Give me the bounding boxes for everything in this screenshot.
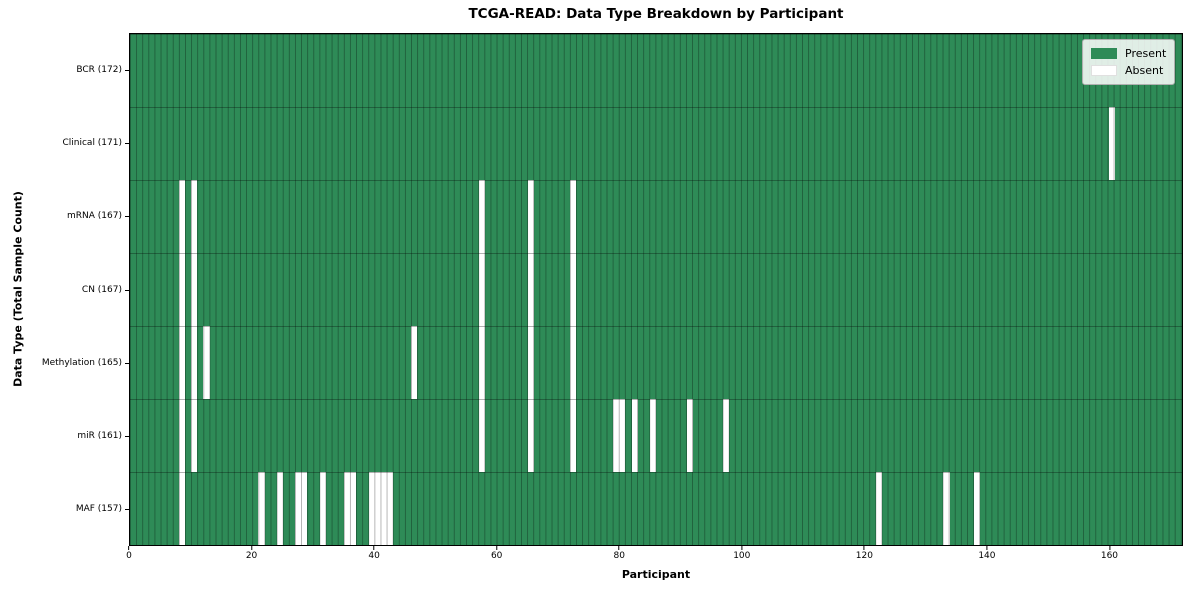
y-tick-label: Clinical (171) bbox=[62, 137, 122, 148]
y-tick-mark bbox=[125, 362, 129, 364]
absent-cell bbox=[191, 180, 198, 253]
y-tick-label: miR (161) bbox=[77, 431, 122, 442]
absent-cell bbox=[203, 326, 210, 399]
absent-cell bbox=[178, 326, 186, 399]
y-tick-mark bbox=[125, 142, 129, 144]
absent-cell bbox=[974, 472, 981, 545]
x-tick-mark bbox=[618, 546, 620, 550]
absent-cell bbox=[570, 180, 577, 253]
x-tick: 0 bbox=[126, 546, 132, 561]
absent-cell bbox=[191, 253, 198, 326]
y-tick-mark bbox=[125, 436, 129, 438]
y-tick-mark bbox=[125, 289, 129, 291]
absent-cell bbox=[178, 253, 186, 326]
absent-cell bbox=[191, 326, 198, 399]
absent-cell bbox=[374, 472, 381, 545]
absent-cell bbox=[943, 472, 950, 545]
legend-item-present: Present bbox=[1091, 45, 1166, 62]
absent-cell bbox=[527, 253, 534, 326]
x-tick: 40 bbox=[368, 546, 380, 561]
absent-cell bbox=[191, 399, 198, 472]
y-tick-label: Methylation (165) bbox=[41, 357, 122, 368]
x-tick-label: 120 bbox=[855, 551, 873, 561]
absent-cell bbox=[411, 326, 418, 399]
x-tick-labels: 0 20 40 60 80 100 120 140 160 bbox=[126, 546, 1183, 568]
x-tick-mark bbox=[496, 546, 498, 550]
absent-cell bbox=[649, 399, 656, 472]
legend-label-present: Present bbox=[1125, 47, 1167, 60]
x-tick-label: 100 bbox=[733, 551, 751, 561]
x-tick-label: 80 bbox=[613, 551, 625, 561]
x-tick-mark bbox=[863, 546, 865, 550]
y-tick-label: BCR (172) bbox=[76, 64, 122, 75]
absent-swatch bbox=[1091, 65, 1117, 76]
x-tick-label: 140 bbox=[978, 551, 996, 561]
x-tick-label: 20 bbox=[245, 551, 258, 561]
absent-cell bbox=[613, 399, 620, 472]
absent-cell bbox=[527, 326, 534, 399]
x-tick-label: 40 bbox=[368, 551, 380, 561]
absent-cell bbox=[631, 399, 638, 472]
y-tick-label: CN (167) bbox=[81, 284, 122, 295]
x-tick-label: 0 bbox=[126, 551, 132, 561]
x-tick-label: 60 bbox=[490, 551, 503, 561]
absent-cell bbox=[619, 399, 626, 472]
x-tick-mark bbox=[373, 546, 375, 550]
absent-cell bbox=[686, 399, 693, 472]
absent-cell bbox=[380, 472, 387, 545]
absent-cell bbox=[301, 472, 308, 545]
absent-cell bbox=[258, 472, 265, 545]
legend-label-absent: Absent bbox=[1125, 64, 1164, 77]
y-tick-mark bbox=[125, 69, 129, 71]
grid-overlay bbox=[130, 34, 1182, 545]
legend: Present Absent bbox=[1082, 39, 1176, 85]
chart-title: TCGA-READ: Data Type Breakdown by Partic… bbox=[468, 6, 844, 22]
absent-cell bbox=[570, 399, 577, 472]
absent-cell bbox=[478, 326, 485, 399]
absent-cell bbox=[350, 472, 357, 545]
absent-cell bbox=[723, 399, 730, 472]
plot-area bbox=[129, 33, 1183, 546]
x-tick-label: 160 bbox=[1100, 551, 1119, 561]
x-tick: 100 bbox=[733, 546, 750, 561]
x-tick-mark bbox=[251, 546, 253, 550]
absent-cell bbox=[876, 472, 883, 545]
absent-cell bbox=[319, 472, 326, 545]
absent-cell bbox=[178, 472, 186, 545]
absent-cell bbox=[1108, 107, 1115, 180]
absent-cell bbox=[178, 399, 186, 472]
x-tick-mark bbox=[128, 546, 130, 550]
absent-cell bbox=[344, 472, 351, 545]
legend-item-absent: Absent bbox=[1091, 62, 1166, 79]
absent-cell bbox=[386, 472, 393, 545]
absent-cell bbox=[527, 399, 534, 472]
absent-cell bbox=[570, 326, 577, 399]
x-tick-mark bbox=[986, 546, 988, 550]
x-axis-label: Participant bbox=[621, 568, 691, 581]
x-tick: 60 bbox=[491, 546, 502, 561]
x-tick: 140 bbox=[978, 546, 996, 561]
absent-cell bbox=[478, 399, 485, 472]
y-tick-mark bbox=[125, 216, 129, 218]
absent-cell bbox=[178, 180, 186, 253]
absent-cell bbox=[478, 180, 485, 253]
absent-cell bbox=[570, 253, 577, 326]
x-tick-mark bbox=[1108, 546, 1110, 550]
absent-cell bbox=[295, 472, 302, 545]
x-tick-mark bbox=[741, 546, 743, 550]
present-swatch bbox=[1091, 48, 1117, 59]
absent-cell bbox=[276, 472, 283, 545]
y-tick-label: mRNA (167) bbox=[67, 211, 122, 222]
x-tick: 120 bbox=[856, 546, 873, 561]
x-tick: 160 bbox=[1101, 546, 1118, 561]
absent-cell bbox=[527, 180, 534, 253]
y-tick-mark bbox=[125, 509, 129, 511]
absent-cell bbox=[368, 472, 375, 545]
x-tick: 20 bbox=[246, 546, 257, 561]
y-tick-label: MAF (157) bbox=[75, 504, 122, 515]
absent-cell bbox=[478, 253, 485, 326]
x-tick: 80 bbox=[613, 546, 625, 561]
